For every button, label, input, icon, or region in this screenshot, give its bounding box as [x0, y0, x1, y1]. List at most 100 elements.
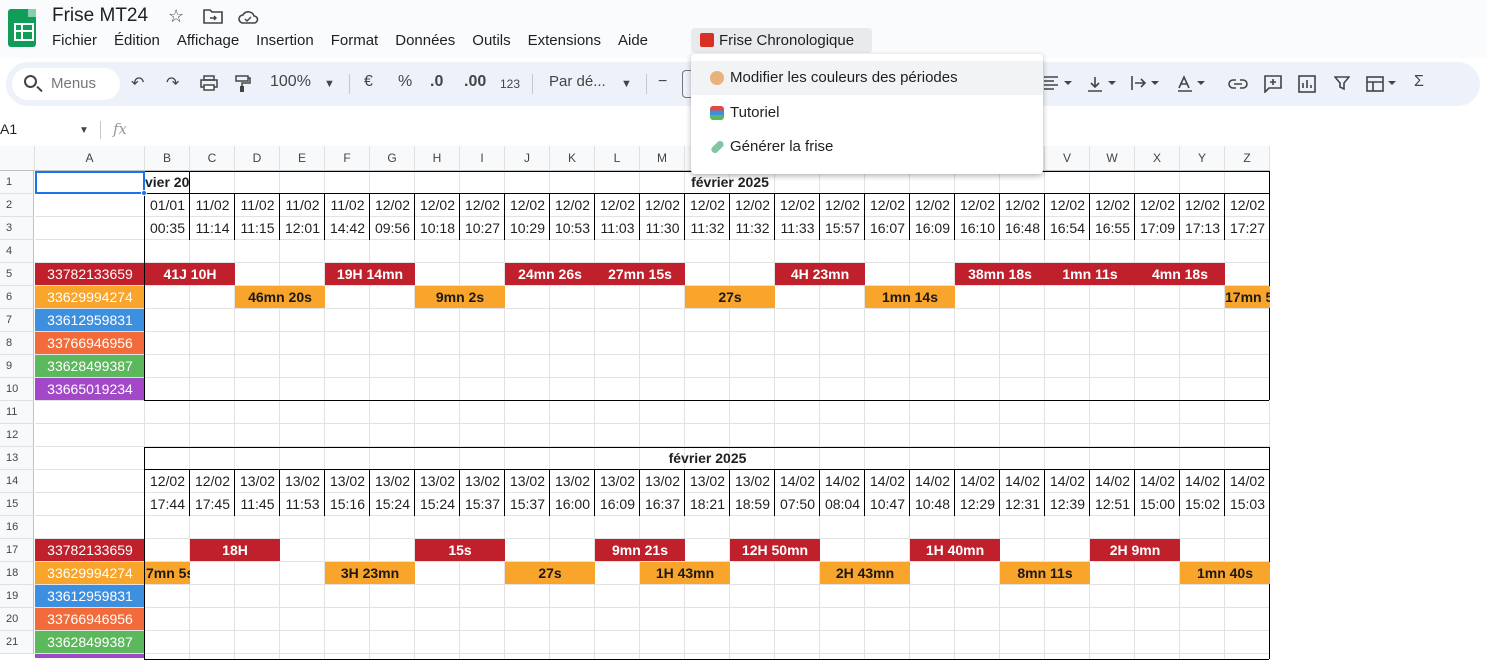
date-cell[interactable]: 12/02 [149, 473, 186, 489]
period-bar-red[interactable]: 2H 9mn [1090, 539, 1180, 561]
date-cell[interactable]: 14/02 [1229, 473, 1266, 489]
period-bar-red[interactable]: 4H 23mn [775, 263, 865, 285]
date-cell[interactable]: 01/01 [149, 197, 186, 213]
time-cell[interactable]: 11:30 [645, 220, 680, 236]
phone-label[interactable]: 33629994274 [35, 562, 145, 584]
time-cell[interactable]: 11:32 [735, 220, 770, 236]
row-header[interactable]: 20 [0, 608, 34, 631]
time-cell[interactable]: 16:48 [1004, 220, 1041, 236]
time-cell[interactable]: 00:35 [149, 220, 186, 236]
time-cell[interactable]: 10:29 [509, 220, 546, 236]
time-cell[interactable]: 18:21 [689, 496, 726, 512]
time-cell[interactable]: 14:42 [329, 220, 366, 236]
date-cell[interactable]: 13/02 [329, 473, 366, 489]
selected-cell-a1[interactable] [35, 171, 145, 194]
period-bar-red[interactable]: 24mn 26s [505, 263, 595, 285]
time-cell[interactable]: 09:56 [374, 220, 411, 236]
period-bar-red[interactable]: 12H 50mn [730, 539, 820, 561]
menu-item-tutoriel[interactable]: Tutoriel [691, 96, 1043, 130]
date-cell[interactable]: 12/02 [419, 197, 456, 213]
row-header[interactable]: 12 [0, 424, 34, 447]
period-bar-red[interactable]: 1mn 11s [1045, 263, 1135, 285]
percent-format-button[interactable]: % [398, 73, 413, 90]
time-cell[interactable]: 11:15 [240, 220, 275, 236]
date-cell[interactable]: 14/02 [1139, 473, 1176, 489]
column-header[interactable]: I [460, 146, 505, 171]
column-header[interactable]: B [145, 146, 190, 171]
text-wrap-icon[interactable] [1130, 75, 1164, 96]
period-bar-orange[interactable]: 1mn 14s [865, 286, 955, 308]
menu-search-box[interactable]: Menus [12, 68, 120, 100]
date-cell[interactable]: 12/02 [869, 197, 906, 213]
column-header[interactable]: Z [1225, 146, 1270, 171]
time-cell[interactable]: 07:50 [779, 496, 816, 512]
time-cell[interactable]: 11:14 [195, 220, 230, 236]
row-header[interactable]: 16 [0, 516, 34, 539]
period-bar-orange[interactable]: 17mn 5 [1225, 286, 1270, 308]
period-bar-orange[interactable]: 9mn 2s [415, 286, 505, 308]
time-cell[interactable]: 15:16 [329, 496, 366, 512]
column-header[interactable]: D [235, 146, 280, 171]
date-cell[interactable]: 12/02 [599, 197, 636, 213]
sheets-logo-icon[interactable] [8, 9, 36, 47]
date-cell[interactable]: 13/02 [239, 473, 276, 489]
time-cell[interactable]: 17:44 [149, 496, 186, 512]
date-cell[interactable]: 13/02 [554, 473, 591, 489]
date-cell[interactable]: 12/02 [1049, 197, 1086, 213]
time-cell[interactable]: 15:24 [374, 496, 411, 512]
column-header[interactable]: G [370, 146, 415, 171]
menu-frise-chronologique[interactable]: Frise Chronologique [691, 28, 872, 53]
link-icon[interactable] [1228, 77, 1248, 95]
align-horizontal-icon[interactable] [1043, 75, 1077, 96]
date-cell[interactable]: 14/02 [914, 473, 951, 489]
period-bar-orange[interactable]: 2H 43mn [820, 562, 910, 584]
date-cell[interactable]: 11/02 [195, 197, 230, 213]
time-cell[interactable]: 11:45 [240, 496, 275, 512]
column-header[interactable]: W [1090, 146, 1135, 171]
date-cell[interactable]: 13/02 [599, 473, 636, 489]
date-cell[interactable]: 11/02 [240, 197, 275, 213]
redo-icon[interactable]: ↷ [166, 75, 180, 92]
time-cell[interactable]: 15:03 [1229, 496, 1266, 512]
number-format-button[interactable]: 123 [500, 77, 521, 91]
menu-donnees[interactable]: Données [395, 32, 456, 49]
time-cell[interactable]: 11:32 [690, 220, 725, 236]
time-cell[interactable]: 12:39 [1049, 496, 1086, 512]
date-cell[interactable]: 14/02 [959, 473, 996, 489]
time-cell[interactable]: 12:31 [1004, 496, 1041, 512]
date-cell[interactable]: 13/02 [689, 473, 726, 489]
star-icon[interactable]: ☆ [168, 6, 185, 26]
phone-label[interactable]: 33628499387 [35, 631, 145, 653]
phone-label[interactable]: 33612959831 [35, 309, 145, 331]
date-cell[interactable]: 14/02 [824, 473, 861, 489]
row-header[interactable]: 6 [0, 286, 34, 309]
time-cell[interactable]: 18:59 [734, 496, 771, 512]
menu-outils[interactable]: Outils [472, 32, 511, 49]
date-cell[interactable]: 12/02 [734, 197, 771, 213]
column-header[interactable]: X [1135, 146, 1180, 171]
time-cell[interactable]: 10:47 [869, 496, 906, 512]
column-header[interactable]: K [550, 146, 595, 171]
date-cell[interactable]: 11/02 [330, 197, 365, 213]
time-cell[interactable]: 11:33 [780, 220, 815, 236]
decrease-font-size-button[interactable]: − [658, 73, 668, 90]
time-cell[interactable]: 15:02 [1184, 496, 1221, 512]
column-header[interactable]: H [415, 146, 460, 171]
period-bar-orange[interactable]: 7mn 5s [145, 562, 190, 584]
period-bar-red[interactable]: 1H 40mn [910, 539, 1000, 561]
date-cell[interactable]: 12/02 [509, 197, 546, 213]
time-cell[interactable]: 16:09 [599, 496, 636, 512]
period-bar-orange[interactable]: 46mn 20s [235, 286, 325, 308]
decrease-decimals-button[interactable]: .0 [430, 73, 444, 90]
row-header[interactable]: 3 [0, 217, 34, 240]
date-cell[interactable]: 11/02 [285, 197, 320, 213]
time-cell[interactable]: 16:00 [554, 496, 591, 512]
date-cell[interactable]: 12/02 [194, 473, 231, 489]
document-title[interactable]: Frise MT24 [52, 5, 149, 26]
date-cell[interactable]: 12/02 [824, 197, 861, 213]
date-cell[interactable]: 12/02 [959, 197, 996, 213]
row-header[interactable]: 2 [0, 194, 34, 217]
period-bar-red[interactable]: 38mn 18s [955, 263, 1045, 285]
row-header[interactable]: 17 [0, 539, 34, 562]
column-header[interactable]: Y [1180, 146, 1225, 171]
